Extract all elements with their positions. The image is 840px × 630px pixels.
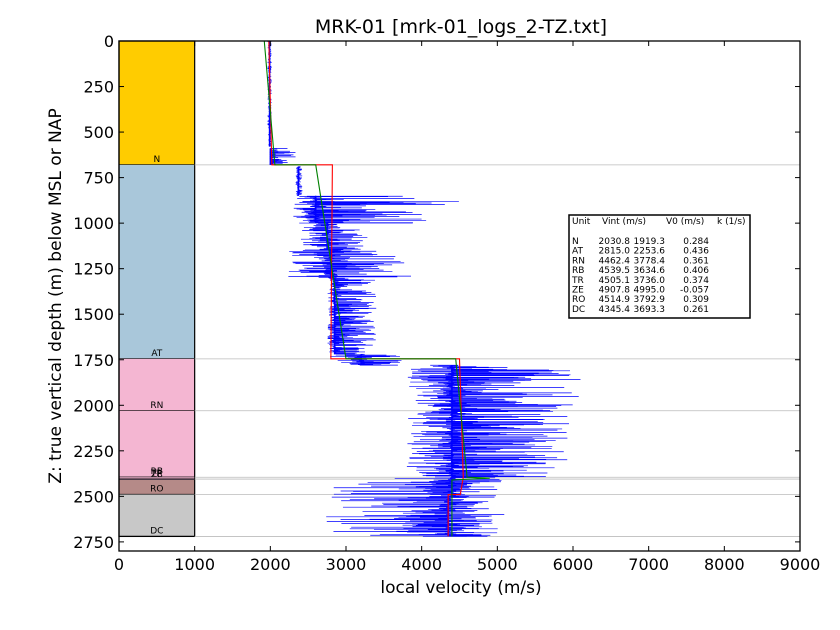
y-tick-label: 2500 (73, 487, 114, 506)
legend-box: Unit Vint (m/s) V0 (m/s) k (1/s) N 2030.8 1919… (568, 214, 751, 319)
x-tick-label: 3000 (326, 555, 367, 574)
strat-unit-ro (119, 479, 195, 495)
sonic-log-segment (333, 477, 502, 497)
legend-cell: 3634.6 (634, 266, 666, 276)
sonic-log-segment (295, 166, 303, 196)
legend-cell: 0.436 (683, 247, 709, 257)
x-axis-label: local velocity (m/s) (380, 578, 541, 598)
y-tick-label: 0 (104, 32, 114, 51)
strat-unit-label: AT (151, 349, 162, 359)
legend-cell: ZE (572, 286, 584, 296)
legend-cell: 0.374 (683, 276, 709, 286)
legend-cell: RB (572, 266, 584, 276)
y-tick-label: 500 (83, 123, 114, 142)
strat-unit-rb (119, 410, 195, 478)
legend-cell: TR (571, 276, 584, 286)
sonic-log-segment (326, 496, 505, 537)
legend-cell: N (572, 237, 579, 247)
strat-unit-n (119, 41, 195, 165)
y-tick-label: 750 (83, 169, 114, 188)
legend-cell: 3792.9 (634, 295, 666, 305)
legend-cell: AT (572, 247, 583, 257)
sonic-log-segment (293, 195, 459, 224)
strat-unit-label: RN (150, 401, 163, 411)
x-tick-label: 9000 (780, 555, 821, 574)
legend-cell: 4514.9 (599, 295, 631, 305)
interval-velocity-line (268, 40, 464, 537)
legend-cell: 1919.3 (634, 237, 666, 247)
legend-frame (568, 214, 751, 319)
legend-cell: 4505.1 (599, 276, 631, 286)
x-tick-label: 1000 (174, 555, 215, 574)
legend-cell: 0.261 (683, 305, 709, 315)
legend-cell: DC (572, 305, 585, 315)
legend-header-cell: V0 (m/s) (666, 217, 704, 227)
legend-cell: 4462.4 (599, 256, 631, 266)
legend-cell: 4907.8 (599, 286, 631, 296)
axes: 0 1000 2000 3000 4000 5000 6000 7000 8000 9000 0 25… (73, 32, 820, 574)
y-tick-label: 2000 (73, 396, 114, 415)
x-tick-label: 0 (114, 555, 124, 574)
x-tick-label: 7000 (628, 555, 669, 574)
legend-cell: 3736.0 (634, 276, 666, 286)
strat-unit-label: ZE (151, 470, 163, 480)
y-tick-label: 1500 (73, 305, 114, 324)
x-tick-label: 5000 (477, 555, 518, 574)
legend-cell: 3693.3 (634, 305, 666, 315)
legend-header-cell: Vint (m/s) (602, 217, 646, 227)
sonic-log-segment (288, 250, 411, 279)
legend-cell: 0.284 (683, 237, 709, 247)
legend-cell: 0.361 (683, 256, 709, 266)
y-tick-label: 2750 (73, 533, 114, 552)
legend-cell: 3778.4 (634, 256, 666, 266)
strat-unit-label: TR (150, 469, 163, 479)
sonic-log-segment (330, 353, 402, 366)
plot-frame (118, 40, 801, 552)
x-tick-label: 6000 (553, 555, 594, 574)
strat-unit-rn (119, 358, 195, 411)
y-tick-label: 1750 (73, 351, 114, 370)
legend-cell: RO (572, 295, 585, 305)
interval-velocity-series (268, 40, 464, 537)
strat-unit-label: RB (151, 467, 163, 477)
sonic-log-segment (300, 222, 368, 251)
legend-cell: 4995.0 (634, 286, 666, 296)
y-tick-label: 250 (83, 78, 114, 97)
x-tick-label: 2000 (250, 555, 291, 574)
legend-cell: -0.057 (680, 286, 709, 296)
strat-unit-dc (119, 494, 195, 537)
chart-title: MRK-01 [mrk-01_logs_2-TZ.txt] (315, 16, 607, 38)
strat-unit-label: N (153, 155, 160, 165)
sonic-log-segment (406, 364, 581, 479)
strat-unit-label: DC (150, 526, 163, 536)
strat-unit-at (119, 164, 195, 359)
y-tick-label: 1000 (73, 214, 114, 233)
legend-cell: 0.406 (683, 266, 709, 276)
legend-cell: 4539.5 (599, 266, 631, 276)
y-axis-label: Z: true vertical depth (m) below MSL or … (46, 108, 66, 483)
strat-unit-label: RO (150, 485, 163, 495)
y-tick-label: 2250 (73, 442, 114, 461)
legend-cell: 4345.4 (599, 305, 631, 315)
linear-trend-line (263, 40, 490, 537)
legend-cell: 2815.0 (599, 247, 631, 257)
y-tick-label: 1250 (73, 260, 114, 279)
legend-header-cell: k (1/s) (717, 217, 746, 227)
legend-cell: 2253.6 (634, 247, 666, 257)
x-tick-label: 8000 (704, 555, 745, 574)
legend-cell: 2030.8 (599, 237, 631, 247)
legend-header-cell: Unit (572, 217, 591, 227)
strat-unit-tr (119, 477, 195, 480)
sonic-log-series (267, 40, 581, 537)
x-tick-label: 4000 (401, 555, 442, 574)
legend-cell: RN (572, 256, 585, 266)
legend-cell: 0.309 (683, 295, 709, 305)
linear-trend-series (263, 40, 490, 537)
